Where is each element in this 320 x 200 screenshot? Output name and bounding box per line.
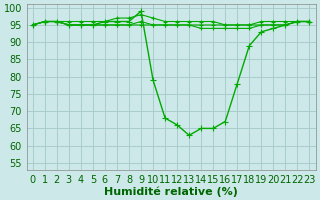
X-axis label: Humidité relative (%): Humidité relative (%) bbox=[104, 186, 238, 197]
